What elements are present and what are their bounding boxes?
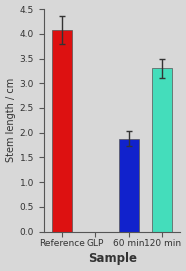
Bar xyxy=(152,68,172,232)
X-axis label: Sample: Sample xyxy=(88,253,137,265)
Bar xyxy=(52,30,72,232)
Y-axis label: Stem length / cm: Stem length / cm xyxy=(6,78,16,163)
Bar xyxy=(119,139,139,232)
